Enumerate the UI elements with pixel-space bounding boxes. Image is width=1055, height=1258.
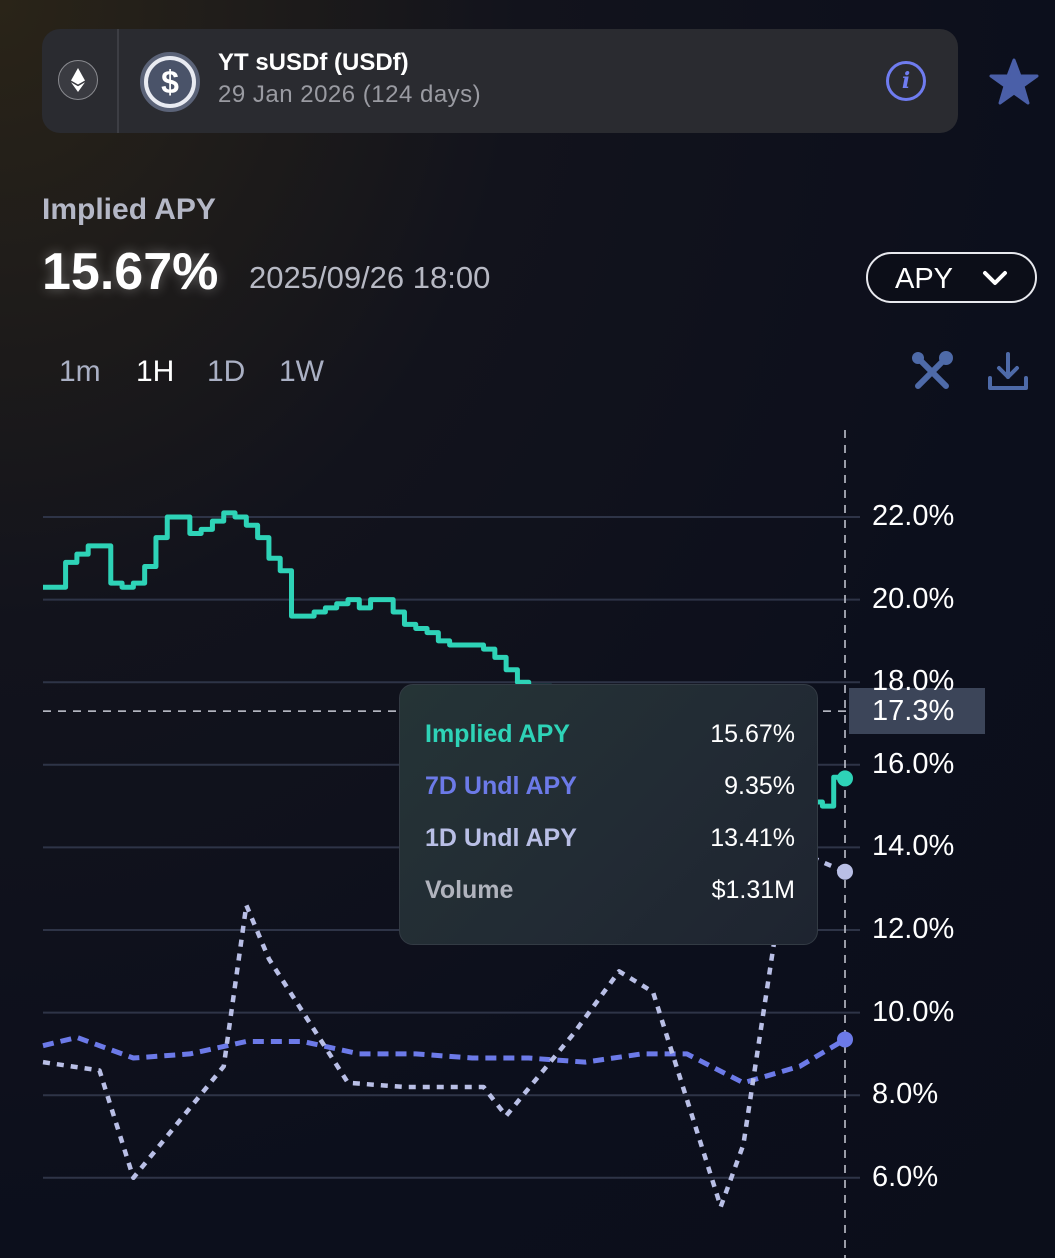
tooltip-value: 15.67%: [710, 720, 795, 748]
tools-icon[interactable]: [908, 348, 956, 396]
tooltip-label: Implied APY: [425, 720, 570, 748]
y-tick-label: 16.0%: [872, 747, 955, 780]
tooltip-row-implied-apy: Implied APY 15.67%: [425, 720, 795, 760]
metric-timestamp: 2025/09/26 18:00: [249, 260, 491, 295]
y-tick-label: 12.0%: [872, 913, 955, 945]
market-header: $ YT sUSDf (USDf) 29 Jan 2026 (124 days)…: [42, 29, 958, 133]
y-tick-label: 10.0%: [872, 995, 955, 1028]
chevron-down-icon: [983, 271, 1007, 285]
series-line-1d-undl-apy: [42, 845, 846, 1209]
tooltip-label: 7D Undl APY: [425, 772, 577, 800]
y-tick-label: 6.0%: [872, 1160, 939, 1193]
y-tick-label: 20.0%: [872, 582, 955, 615]
market-maturity: 29 Jan 2026 (124 days): [218, 81, 482, 108]
tooltip-label: 1D Undl APY: [425, 824, 577, 852]
y-tick-label: 8.0%: [872, 1078, 939, 1111]
tooltip-value: 9.35%: [724, 772, 795, 800]
chart-tooltip: Implied APY 15.67% 7D Undl APY 9.35% 1D …: [399, 684, 818, 945]
timeframe-1h[interactable]: 1H: [136, 355, 175, 388]
network-selector[interactable]: [42, 29, 119, 133]
metric-value: 15.67%: [42, 243, 219, 301]
tooltip-value: $1.31M: [711, 876, 795, 904]
tooltip-row-7d-undl-apy: 7D Undl APY 9.35%: [425, 772, 795, 812]
star-icon[interactable]: [988, 57, 1040, 109]
dollar-coin-icon: $: [140, 52, 200, 112]
market-title: YT sUSDf (USDf): [218, 49, 409, 76]
timeframe-1d[interactable]: 1D: [207, 355, 246, 388]
ethereum-icon: [58, 60, 98, 100]
y-tick-label: 14.0%: [872, 830, 955, 863]
metric-label: Implied APY: [42, 193, 216, 226]
tooltip-row-1d-undl-apy: 1D Undl APY 13.41%: [425, 824, 795, 864]
y-tick-label: 22.0%: [872, 500, 955, 532]
tooltip-row-volume: Volume $1.31M: [425, 876, 795, 916]
download-icon[interactable]: [985, 350, 1031, 396]
tooltip-value: 13.41%: [710, 824, 795, 852]
crosshair-price-tag: 17.3%: [849, 688, 985, 734]
info-icon[interactable]: i: [886, 61, 926, 101]
tooltip-label: Volume: [425, 876, 514, 904]
timeframe-1m[interactable]: 1m: [59, 355, 101, 388]
timeframe-1w[interactable]: 1W: [279, 355, 324, 388]
series-marker: [837, 1031, 853, 1048]
metric-dropdown-value: APY: [895, 263, 954, 295]
series-marker: [837, 770, 853, 787]
series-line-7d-undl-apy: [42, 1034, 847, 1086]
metric-dropdown[interactable]: APY: [866, 252, 1037, 303]
crosshair-price-value: 17.3%: [872, 695, 955, 727]
series-marker: [837, 863, 853, 880]
y-tick-label: 18.0%: [872, 665, 955, 698]
